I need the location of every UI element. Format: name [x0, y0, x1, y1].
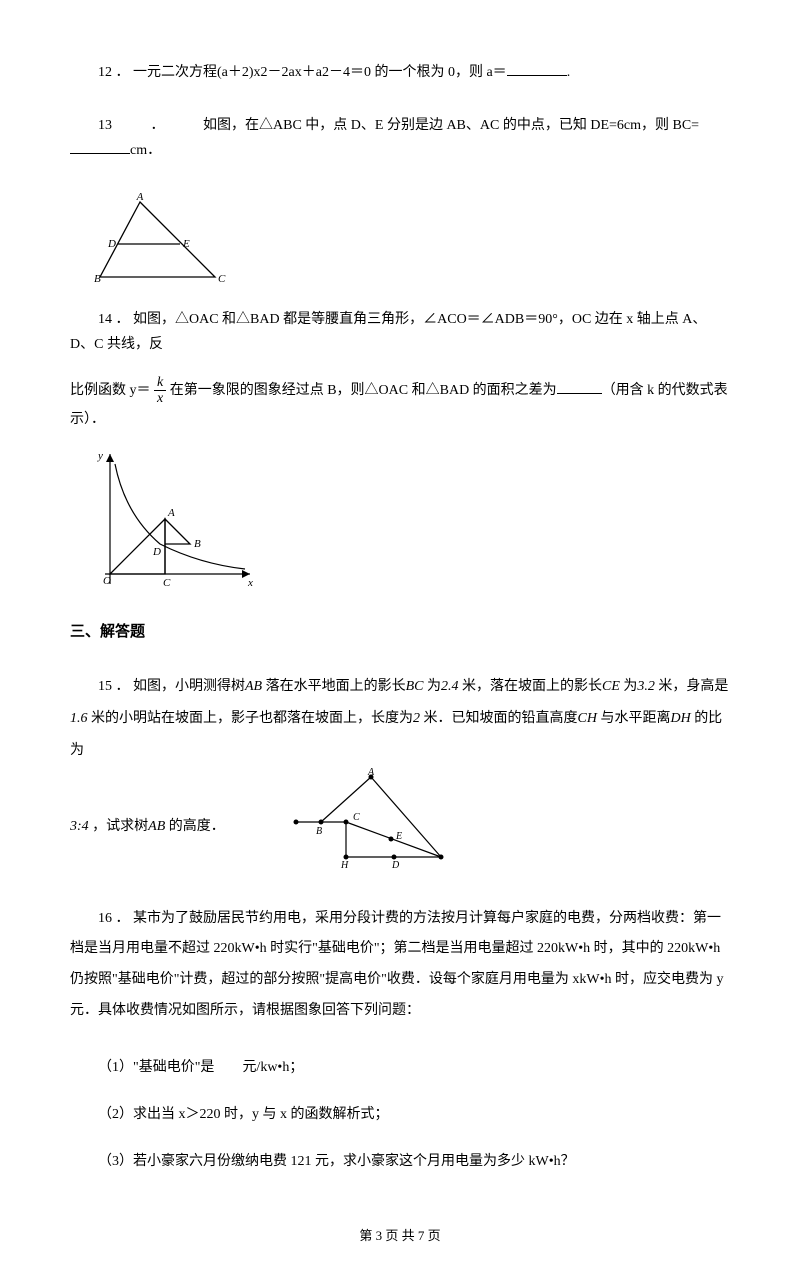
q15-t2: 落在水平地面上的影长 — [266, 679, 406, 694]
q12-text-b: . — [567, 65, 571, 80]
q15-num: 15 ． — [98, 679, 130, 694]
label-A: A — [167, 507, 175, 519]
q15-t4: 米，落在坡面上的影长 — [462, 679, 602, 694]
q13-blank — [70, 153, 130, 154]
q15-t5: 为 — [623, 679, 637, 694]
label-H: H — [340, 860, 349, 871]
q16-sub1: （1）"基础电价"是 元/kw•h； — [70, 1055, 730, 1080]
q15-t9: 与水平距离 — [600, 711, 670, 726]
question-14-line2: 比例函数 y＝ kx 在第一象限的图象经过点 B，则△OAC 和△BAD 的面积… — [70, 375, 730, 432]
q15-t3: 为 — [427, 679, 441, 694]
q15-r34: 3:4 — [70, 819, 89, 834]
label-D: D — [391, 860, 400, 871]
frac-num: k — [154, 375, 166, 391]
q15-t12: 的高度． — [169, 819, 225, 834]
q15-v32: 3.2 — [637, 679, 655, 694]
q14-text-b2: 在第一象限的图象经过点 B，则△OAC 和△BAD 的面积之差为 — [170, 383, 557, 398]
q15-t6: 米，身高是 — [658, 679, 728, 694]
label-B: B — [194, 538, 201, 550]
label-A: A — [136, 192, 144, 203]
q16-sub2: （2）求出当 x＞220 时，y 与 x 的函数解析式； — [70, 1102, 730, 1127]
label-y: y — [97, 450, 103, 462]
q15-t7: 米的小明站在坡面上，影子也都落在坡面上，长度为 — [91, 711, 413, 726]
q14-blank — [557, 393, 602, 394]
q14-text-a: 如图，△OAC 和△BAD 都是等腰直角三角形，∠ACO＝∠ADB＝90°，OC… — [70, 312, 706, 352]
q14-fraction: kx — [154, 375, 166, 407]
q13-figure: A B C D E — [90, 192, 730, 287]
label-E: E — [395, 831, 402, 842]
label-C: C — [218, 273, 226, 285]
q14-text-b1: 比例函数 y＝ — [70, 383, 151, 398]
q16-s1b: 元/kw•h； — [242, 1060, 303, 1075]
frac-den: x — [154, 391, 166, 406]
q13-text-a: 如图，在△ABC 中，点 D、E 分别是边 AB、AC 的中点，已知 DE=6c… — [203, 118, 699, 133]
page-footer: 第 3 页 共 7 页 — [70, 1224, 730, 1247]
q12-blank — [507, 75, 567, 76]
label-x: x — [247, 577, 253, 589]
question-13: 13 ． 如图，在△ABC 中，点 D、E 分别是边 AB、AC 的中点，已知 … — [70, 113, 730, 163]
question-14-line1: 14 ． 如图，△OAC 和△BAD 都是等腰直角三角形，∠ACO＝∠ADB＝9… — [70, 307, 730, 357]
q15-t11: ，试求树 — [92, 819, 148, 834]
q16-num: 16 ． — [98, 911, 130, 926]
q15-BC: BC — [406, 679, 424, 694]
q12-num: 12 ． — [98, 65, 130, 80]
label-O: O — [103, 575, 111, 587]
q15-CE: CE — [602, 679, 620, 694]
q15-CH: CH — [578, 711, 597, 726]
label-B: B — [316, 826, 322, 837]
label-D: D — [152, 546, 161, 558]
label-D: D — [107, 238, 116, 250]
q13-text-b: cm． — [130, 143, 161, 158]
q15-t1: 如图，小明测得树 — [133, 679, 245, 694]
label-A: A — [367, 767, 375, 778]
q15-t8: 米．已知坡面的铅直高度 — [424, 711, 578, 726]
q15-v24: 2.4 — [441, 679, 459, 694]
q15-figure: A B C D E H — [258, 767, 461, 885]
label-C: C — [353, 812, 360, 823]
q16-sub3: （3）若小豪家六月份缴纳电费 121 元，求小豪家这个月用电量为多少 kW•h？ — [70, 1149, 730, 1174]
q16-p1: 某市为了鼓励居民节约用电，采用分段计费的方法按月计算每户家庭的电费，分两档收费：… — [70, 911, 723, 1018]
label-B: B — [94, 273, 101, 285]
label-E: E — [182, 238, 190, 250]
q15-DH: DH — [670, 711, 690, 726]
q16-s1a: （1）"基础电价"是 — [98, 1060, 214, 1075]
q15-v2: 2 — [413, 711, 420, 726]
section-3-heading: 三、解答题 — [70, 619, 730, 646]
q13-dot: ． — [151, 118, 165, 133]
q15-AB: AB — [245, 679, 262, 694]
q12-text-a: 一元二次方程(a＋2)x2－2ax＋a2－4＝0 的一个根为 0，则 a＝ — [133, 65, 507, 80]
q13-num: 13 — [98, 118, 112, 133]
q14-num: 14 ． — [98, 312, 130, 327]
question-15: 15 ． 如图，小明测得树AB 落在水平地面上的影长BC 为2.4 米，落在坡面… — [70, 671, 730, 886]
q15-v16: 1.6 — [70, 711, 88, 726]
question-12: 12 ． 一元二次方程(a＋2)x2－2ax＋a2－4＝0 的一个根为 0，则 … — [70, 60, 730, 85]
label-C: C — [163, 577, 171, 589]
q15-AB2: AB — [148, 819, 165, 834]
q14-figure: O A B C D x y — [90, 444, 730, 594]
question-16: 16 ． 某市为了鼓励居民节约用电，采用分段计费的方法按月计算每户家庭的电费，分… — [70, 904, 730, 1027]
